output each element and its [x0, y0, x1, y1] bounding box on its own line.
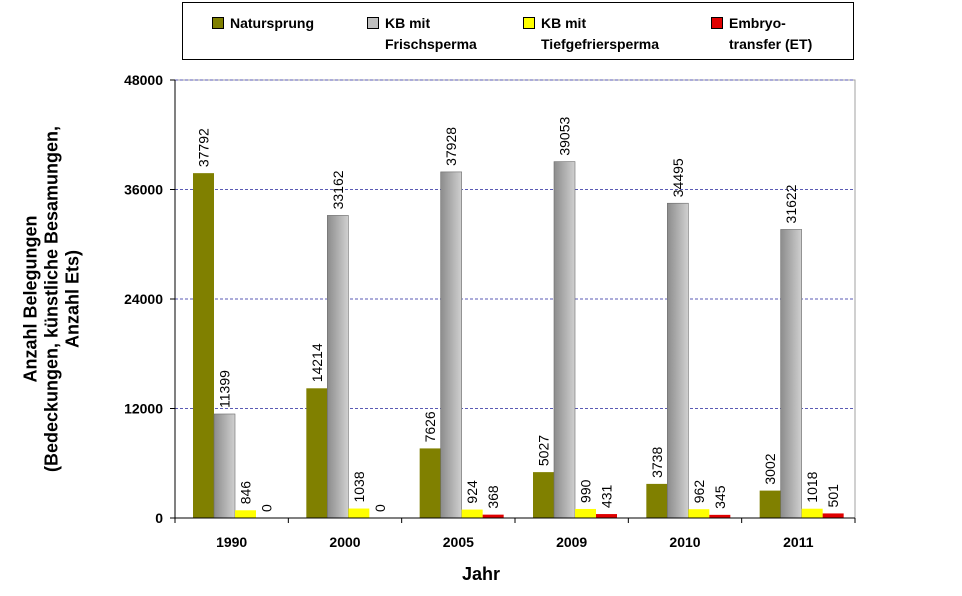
bar-natursprung-2009	[533, 472, 554, 518]
data-label-kb-frisch-2010: 34495	[670, 158, 686, 197]
bar-embryotransfer-2010	[709, 514, 731, 518]
legend-label-kb-tiefgefriersperma: KB mit Tiefgefriersperma	[541, 15, 660, 52]
bar-kb-frisch-2009	[553, 161, 576, 519]
bar-natursprung-2005	[419, 448, 441, 518]
bar-kb-tiefgefrier-1990	[235, 510, 256, 518]
data-label-natursprung-2005: 7626	[422, 411, 438, 442]
legend-label-embryotransfer: Embryo- transfer (ET)	[729, 15, 813, 52]
bar-kb-tiefgefrier-2005	[461, 509, 483, 518]
legend-label-natursprung: Natursprung	[230, 15, 314, 31]
data-label-kb-tiefgefrier-2011: 1018	[804, 471, 820, 502]
data-label-embryotransfer-2000: 0	[372, 504, 388, 512]
bar-kb-frisch-2000	[327, 215, 349, 519]
y-tick-label-36000: 36000	[124, 182, 163, 198]
bar-natursprung-1990	[193, 173, 214, 518]
legend-swatch-embryotransfer	[711, 17, 723, 29]
legend-swatch-kb-frischsperma	[367, 17, 379, 29]
legend-item-kb-frischsperma: KB mit Frischsperma	[367, 13, 477, 55]
legend: Natursprung KB mit Frischsperma KB mit T…	[182, 2, 854, 60]
data-label-kb-tiefgefrier-2000: 1038	[351, 471, 367, 502]
legend-item-embryotransfer: Embryo- transfer (ET)	[711, 13, 812, 55]
data-label-kb-tiefgefrier-2009: 990	[578, 479, 594, 503]
data-label-kb-frisch-2011: 31622	[783, 184, 799, 223]
data-label-embryotransfer-2011: 501	[825, 484, 841, 508]
data-label-embryotransfer-2010: 345	[712, 485, 728, 509]
bar-kb-tiefgefrier-2010	[688, 509, 710, 518]
legend-label-kb-frischsperma: KB mit Frischsperma	[385, 15, 477, 52]
bars	[193, 161, 844, 519]
data-label-kb-tiefgefrier-2010: 962	[691, 480, 707, 504]
x-tick-label-2009: 2009	[556, 534, 587, 550]
data-label-kb-frisch-2000: 33162	[330, 170, 346, 209]
legend-swatch-kb-tiefgefriersperma	[523, 17, 535, 29]
data-labels: 37792 11399 846 0 14214 33162 1038 0 7626 37928 92…	[196, 116, 842, 512]
data-label-embryotransfer-2009: 431	[599, 484, 615, 508]
bar-kb-frisch-2011	[780, 229, 802, 519]
data-label-embryotransfer-2005: 368	[485, 485, 501, 509]
legend-item-natursprung: Natursprung	[212, 13, 314, 34]
y-tick-label-0: 0	[155, 510, 163, 526]
bar-kb-frisch-2010	[667, 202, 689, 519]
axes: 0 12000 24000 36000 48000 1990 2000 2005 2009 201…	[124, 72, 856, 550]
x-tick-label-2010: 2010	[669, 534, 700, 550]
bar-kb-frisch-1990	[213, 413, 236, 519]
x-tick-label-2000: 2000	[329, 534, 360, 550]
data-label-kb-tiefgefrier-2005: 924	[464, 480, 480, 504]
data-label-kb-tiefgefrier-1990: 846	[238, 481, 254, 505]
bar-natursprung-2011	[759, 490, 781, 518]
data-label-natursprung-2011: 3002	[762, 453, 778, 484]
y-tick-label-48000: 48000	[124, 72, 163, 88]
bar-natursprung-2010	[646, 483, 668, 518]
legend-swatch-natursprung	[212, 17, 224, 29]
x-tick-label-2011: 2011	[783, 534, 814, 550]
y-tick-label-12000: 12000	[124, 401, 163, 417]
data-label-embryotransfer-1990: 0	[259, 504, 275, 512]
data-label-natursprung-2010: 3738	[649, 447, 665, 478]
legend-item-kb-tiefgefriersperma: KB mit Tiefgefriersperma	[523, 13, 659, 55]
data-label-kb-frisch-2005: 37928	[443, 127, 459, 166]
y-axis-title: Anzahl Belegungen (Bedeckungen, künstlic…	[20, 125, 83, 473]
bar-kb-tiefgefrier-2011	[801, 508, 823, 518]
bar-natursprung-2000	[306, 388, 328, 518]
grid-lines	[174, 79, 856, 519]
x-tick-label-2005: 2005	[443, 534, 474, 550]
bar-kb-tiefgefrier-2009	[575, 508, 596, 518]
data-label-natursprung-2009: 5027	[536, 435, 552, 466]
bar-kb-tiefgefrier-2000	[348, 508, 370, 518]
y-tick-label-24000: 24000	[124, 291, 163, 307]
data-label-natursprung-1990: 37792	[196, 128, 212, 167]
bar-embryotransfer-2009	[596, 514, 617, 518]
bar-embryotransfer-2005	[482, 514, 504, 518]
data-label-kb-frisch-1990: 11399	[217, 370, 233, 408]
x-tick-label-1990: 1990	[216, 534, 247, 550]
x-axis-title: Jahr	[461, 564, 501, 584]
data-label-natursprung-2000: 14214	[309, 343, 325, 382]
data-label-kb-frisch-2009: 39053	[557, 116, 573, 155]
bar-embryotransfer-2011	[822, 513, 844, 518]
bar-kb-frisch-2005	[440, 171, 462, 519]
